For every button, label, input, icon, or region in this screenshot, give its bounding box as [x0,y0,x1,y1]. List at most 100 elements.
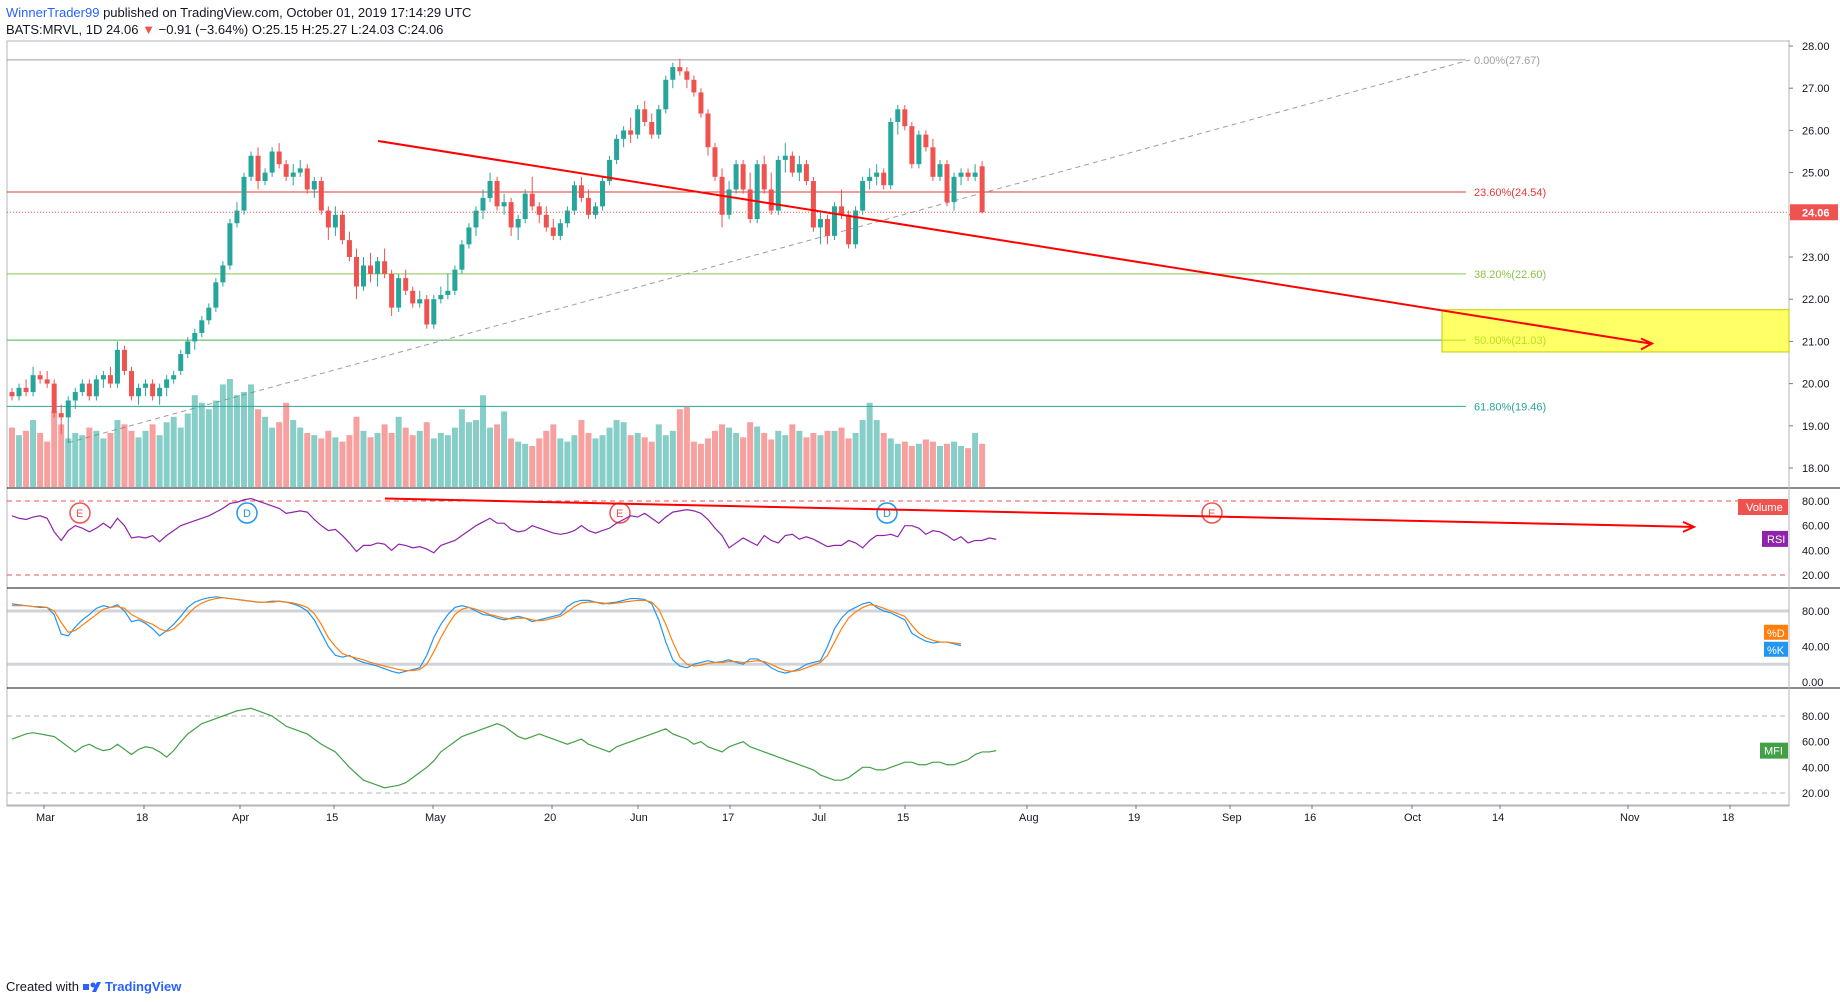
created-with: Created with [6,979,79,994]
volume-bar [346,435,353,487]
candle-body [30,375,36,393]
volume-bar [501,411,508,487]
volume-label: Volume [1746,502,1783,514]
volume-bar [472,420,479,487]
price-tick-label: 27.00 [1802,83,1830,95]
volume-bar [564,441,571,487]
candle-body [972,172,978,177]
candle-body [508,202,514,228]
event-marker-label: D [243,508,251,520]
volume-bar [212,400,219,487]
tradingview-brand[interactable]: TradingView [104,979,182,994]
candle-body [150,383,156,397]
volume-bar [177,427,184,487]
candle-body [16,387,22,397]
candle-body [487,181,493,198]
candle-body [768,189,774,211]
rsi-tick-label: 60.00 [1802,521,1830,533]
volume-bar [423,422,430,487]
last-price-badge [1790,204,1838,221]
volume-bar [226,379,233,487]
candle-body [192,332,198,342]
volume-bar [704,438,711,487]
volume-bar [669,430,676,487]
candle-body [389,273,395,308]
volume-bar [325,430,332,487]
event-marker [876,502,898,524]
candle-body [382,261,388,274]
fib-trend-dashed-line [68,59,1471,444]
candle-body [325,210,331,228]
candle-body [234,210,240,224]
volume-bar [311,435,318,487]
time-tick-label: 19 [1128,812,1140,824]
author-link[interactable]: WinnerTrader99 [6,5,100,20]
volume-bar [437,433,444,487]
candle-body [740,164,746,190]
candle-body [304,168,310,190]
candle-body [881,172,887,186]
event-marker [69,502,91,524]
volume-bar [543,430,550,487]
candle-body [269,151,275,173]
volume-bar [796,430,803,487]
volume-bar [901,441,908,487]
time-tick-label: 15 [897,812,909,824]
candle-body [902,109,908,127]
candle-body [754,164,760,220]
candle-body [515,219,521,228]
candle-body [600,181,606,207]
candle-body [459,244,465,270]
candle-body [670,67,676,80]
candle-body [846,214,852,245]
volume-bar [487,427,494,487]
candle-body [107,375,113,384]
price-tick-label: 23.00 [1802,252,1830,264]
event-marker-label: E [76,508,83,520]
candle-body [522,193,528,220]
volume-bar [318,438,325,487]
candle-body [121,349,127,371]
candle-body [213,282,219,308]
volume-bar [170,416,177,487]
volume-bar [494,424,501,487]
candle-body [262,172,268,182]
volume-bar [430,438,437,487]
volume-bar [761,433,768,487]
candle-body [171,375,177,380]
volume-bar [712,430,718,487]
stoch-d-label: %D [1767,628,1785,640]
chart-area[interactable]: 28.0027.0026.0025.0024.0023.0022.0021.00… [0,40,1840,1000]
candle-body [853,210,859,245]
volume-bar [754,426,761,487]
volume-bar [149,424,156,487]
candle-body [571,185,577,211]
volume-bar [128,430,135,487]
time-tick-label: Jun [630,812,648,824]
candle-body [923,134,929,148]
candle-body [79,383,85,393]
price-tick-label: 25.00 [1802,168,1830,180]
time-tick-label: 15 [326,812,338,824]
candle-body [58,413,64,418]
fib-level-label: 23.60%(24.54) [1474,187,1546,199]
rsi-trendline-arrowhead [1682,520,1697,533]
candle-body [536,206,542,215]
volume-bar [353,416,360,487]
fib-level-label: 61.80%(19.46) [1474,401,1546,413]
volume-bar [775,430,782,487]
candle-body [248,155,254,177]
volume-bar [768,439,775,487]
volume-bar [297,427,304,487]
target-zone-box [1441,309,1790,353]
candle-body [290,172,296,177]
volume-bar [557,438,564,487]
candle-body [368,265,374,274]
volume-bar [627,435,634,487]
volume-bar [269,427,276,487]
volume-bar [16,435,23,487]
ohlc-values: O:25.15 H:25.27 L:24.03 C:24.06 [251,22,444,37]
candle-body [951,176,957,203]
volume-bar [887,438,894,487]
volume-bar [690,441,697,487]
